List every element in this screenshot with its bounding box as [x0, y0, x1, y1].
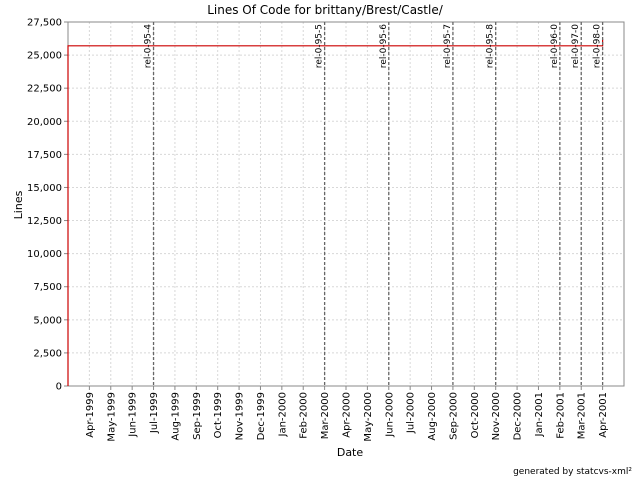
x-tick-label: Dec-2000 — [513, 392, 524, 440]
x-tick-label: May-2000 — [363, 392, 374, 442]
release-label: rel-0-96-0 — [550, 24, 560, 68]
x-tick-label: Jun-2000 — [384, 392, 395, 438]
release-label: rel-0-95-4 — [144, 24, 154, 68]
x-tick-label: Dec-1999 — [256, 392, 267, 440]
x-tick-label: Oct-1999 — [213, 392, 224, 438]
y-tick-label: 15,000 — [27, 183, 62, 194]
footer: generated by statcvs-xml² — [513, 467, 632, 477]
y-tick-label: 5,000 — [33, 315, 62, 326]
x-tick-label: Mar-2001 — [577, 392, 588, 439]
y-tick-label: 10,000 — [27, 249, 62, 260]
release-label: rel-0-97-0 — [571, 24, 581, 68]
y-tick-label: 25,000 — [27, 51, 62, 62]
x-tick-label: Aug-2000 — [427, 392, 438, 441]
x-tick-label: Feb-2000 — [299, 392, 310, 439]
x-tick-label: Nov-2000 — [491, 392, 502, 440]
x-tick-label: Mar-2000 — [320, 392, 331, 439]
x-tick-label: Aug-1999 — [170, 392, 181, 441]
release-label: rel-0-95-6 — [379, 24, 389, 68]
y-tick-label: 27,500 — [27, 18, 62, 29]
y-axis-label: Lines — [12, 190, 25, 219]
x-tick-label: Jan-2000 — [277, 392, 288, 437]
release-label: rel-0-95-5 — [315, 24, 325, 68]
y-tick-label: 2,500 — [33, 348, 62, 359]
x-tick-label: Apr-2001 — [598, 392, 609, 438]
y-tick-label: 0 — [56, 382, 62, 393]
x-tick-label: Sep-1999 — [192, 392, 203, 440]
x-tick-label: Jul-1999 — [149, 392, 160, 434]
y-tick-label: 22,500 — [27, 84, 62, 95]
x-tick-label: Apr-2000 — [342, 392, 353, 438]
x-tick-label: Apr-1999 — [85, 392, 96, 438]
y-tick-label: 20,000 — [27, 117, 62, 128]
release-label: rel-0-95-7 — [443, 24, 453, 68]
y-tick-label: 17,500 — [27, 150, 62, 161]
y-tick-label: 7,500 — [33, 282, 62, 293]
x-tick-label: Sep-2000 — [448, 392, 459, 440]
chart-title: Lines Of Code for brittany/Brest/Castle/ — [207, 3, 443, 17]
x-tick-label: May-1999 — [106, 392, 117, 442]
x-tick-label: Oct-2000 — [470, 392, 481, 438]
x-axis-label: Date — [337, 446, 364, 459]
x-tick-label: Jun-1999 — [128, 392, 139, 438]
y-tick-label: 12,500 — [27, 216, 62, 227]
release-label: rel-0-95-8 — [486, 24, 496, 68]
release-label: rel-0-98-0 — [593, 24, 603, 68]
x-tick-label: Nov-1999 — [235, 392, 246, 440]
x-tick-label: Jan-2001 — [534, 392, 545, 437]
x-tick-label: Jul-2000 — [406, 392, 417, 434]
x-tick-label: Feb-2001 — [555, 392, 566, 439]
